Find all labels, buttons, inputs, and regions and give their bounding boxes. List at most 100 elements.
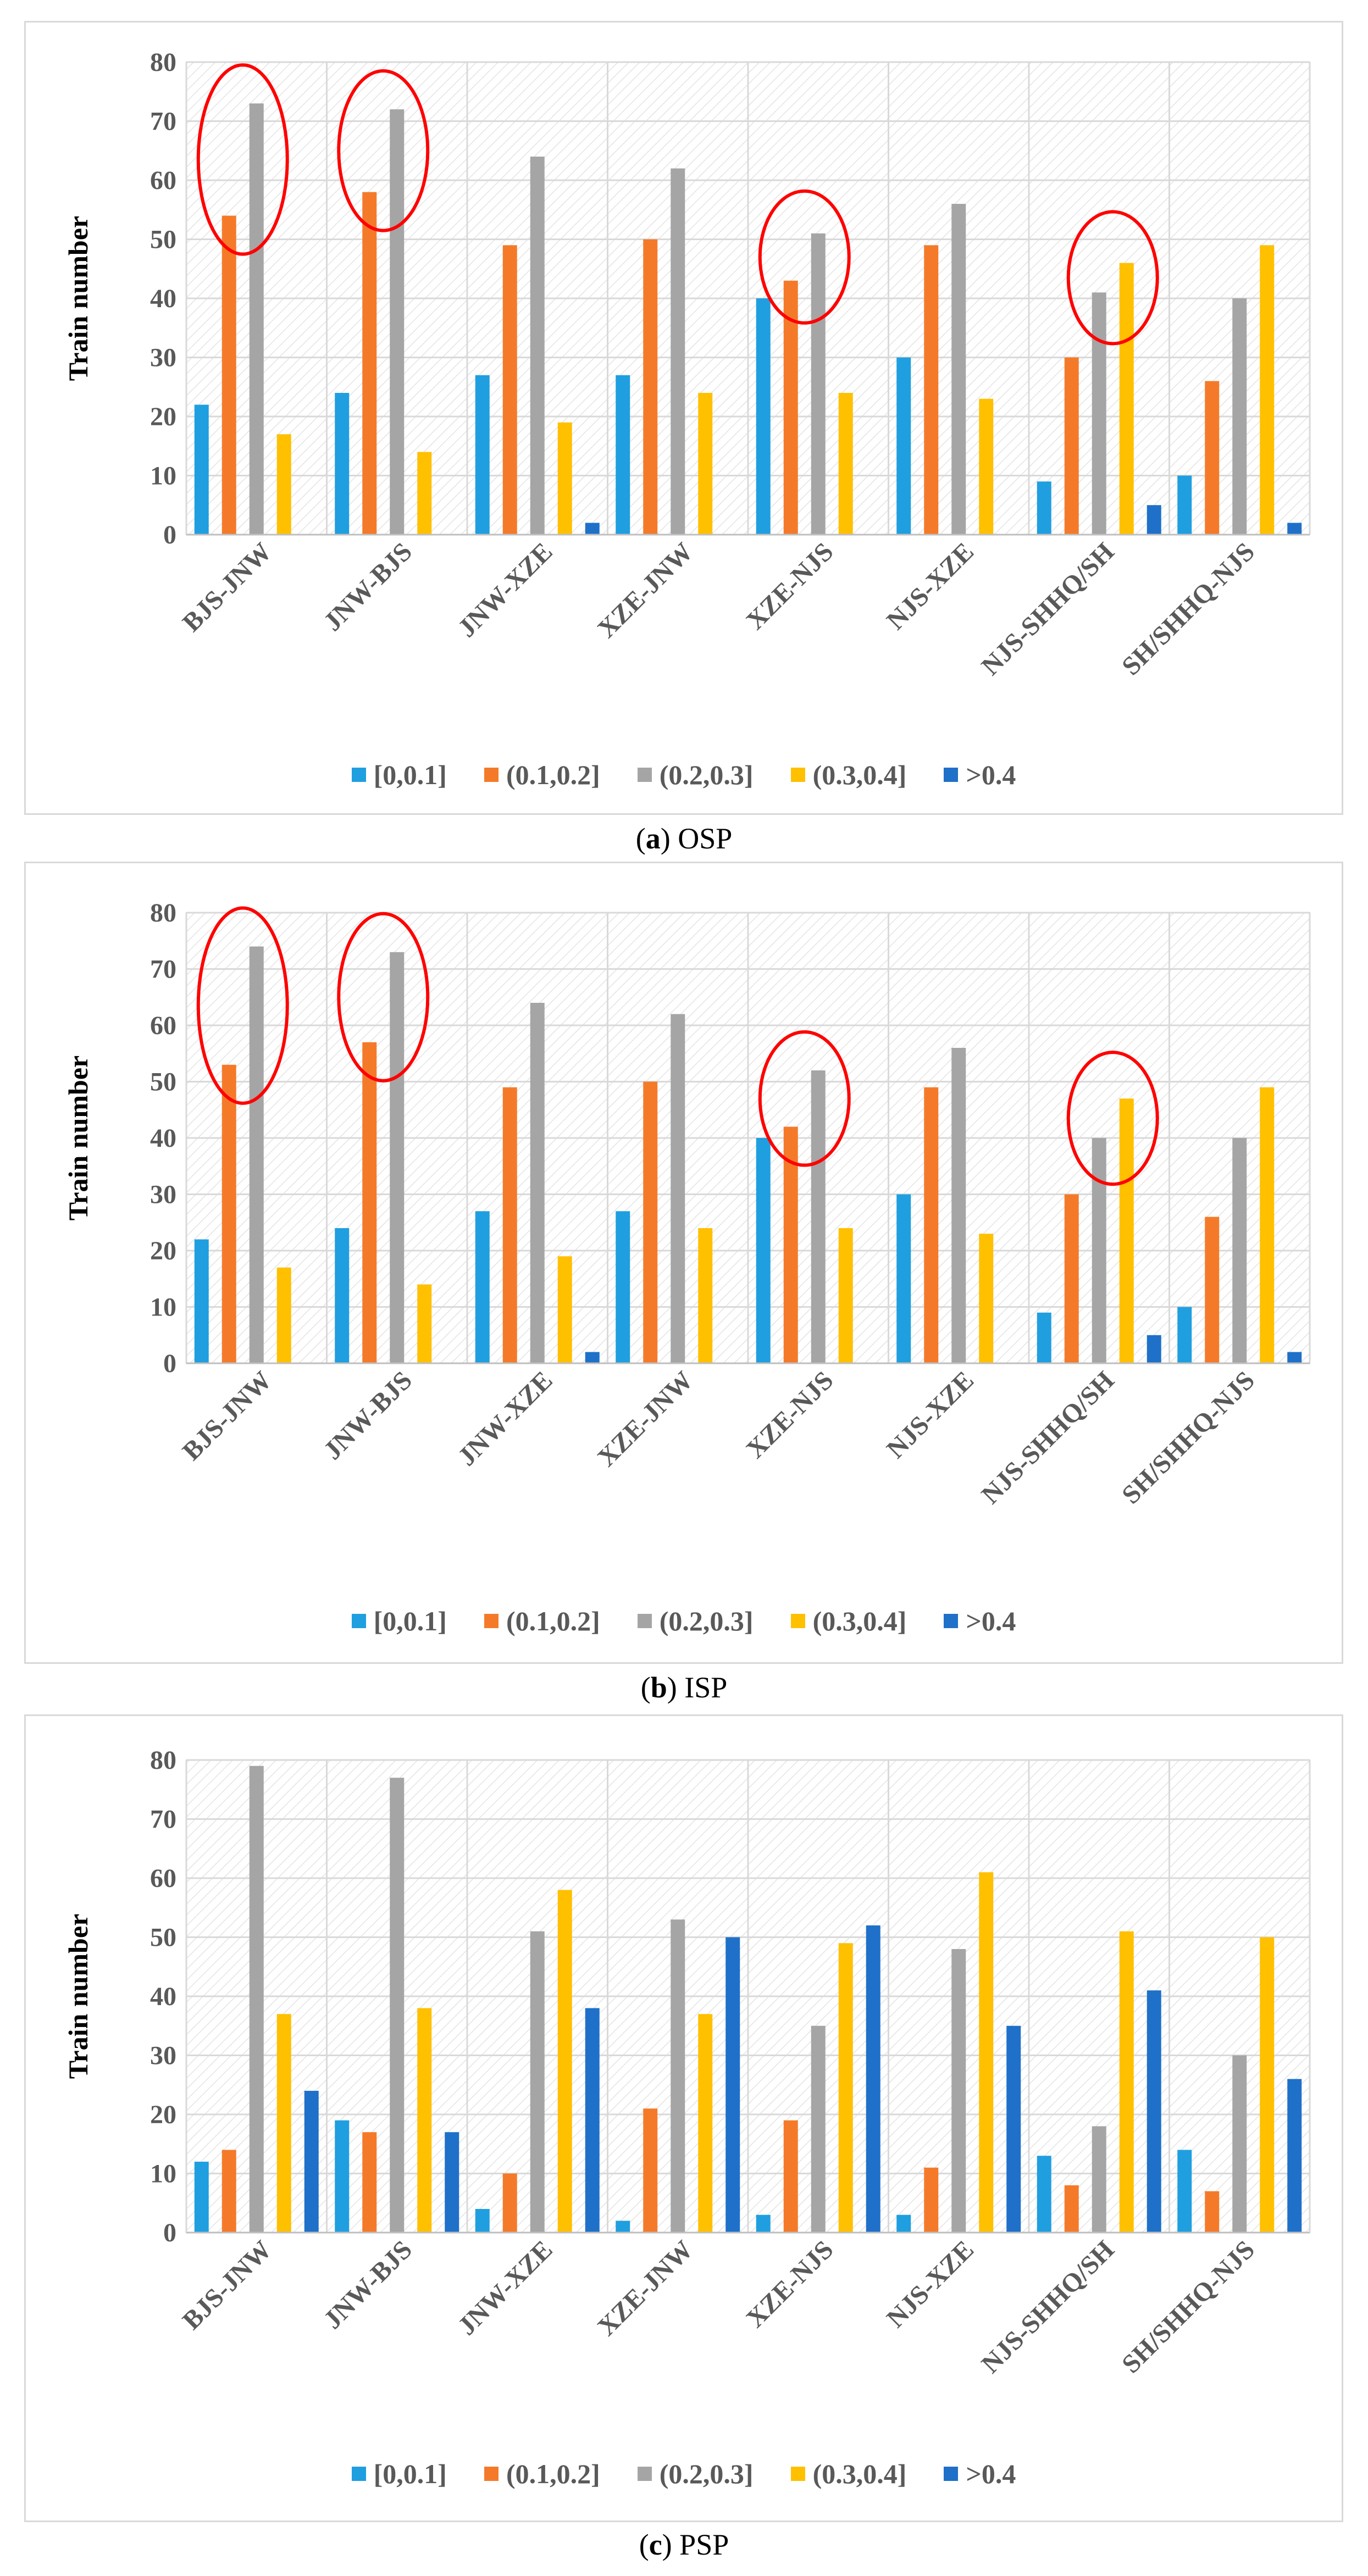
bar [390,109,405,535]
y-tick-label: 20 [150,1236,176,1265]
bar [1037,1312,1051,1363]
bar [502,2173,517,2233]
x-tick-label: XZE-NJS [741,1365,839,1464]
bar [698,1228,713,1363]
legend-label: (0.2,0.3] [659,1606,754,1636]
bar [979,398,994,535]
caption-letter: a [645,822,661,855]
x-tick-label: XZE-NJS [741,2235,839,2333]
bar [1232,1138,1247,1363]
bar [1287,523,1302,535]
legend-label: (0.1,0.2] [506,759,600,790]
bar [221,2150,236,2233]
chart-panel-osp: 0 10 20 30 40 50 60 70 80 Train number BJS-JNW JNW-… [24,21,1343,815]
bar [417,452,432,535]
legend-label: >0.4 [966,2458,1016,2489]
bar [838,393,853,535]
legend-item: (0.3,0.4] [790,1605,907,1637]
bar [811,233,826,535]
bar [756,1138,771,1363]
y-tick-label: 0 [163,520,176,549]
caption-name: ISP [684,1671,728,1704]
bar [194,1239,209,1363]
bar [616,2220,630,2233]
y-tick-label: 80 [150,48,176,77]
bar [445,2132,459,2233]
bar [616,1211,630,1363]
y-tick-label: 30 [150,343,176,373]
y-tick-label: 60 [150,1864,176,1893]
y-tick-label: 20 [150,402,176,431]
legend-swatch [944,1614,959,1628]
bar [896,1194,911,1363]
bar [475,375,490,535]
bar [362,192,377,535]
legend-label: [0,0.1] [373,1606,447,1636]
bar [417,2008,432,2233]
bar [1177,1307,1192,1363]
bar [1092,2126,1106,2233]
legend-label: (0.3,0.4] [812,1606,907,1636]
bar [838,1943,853,2233]
bar [951,204,966,535]
y-tick-label: 0 [163,2218,176,2247]
bar [1119,1098,1134,1363]
x-tick-label: XZE-JNW [592,537,699,643]
bar [924,2167,939,2233]
bar [276,2014,291,2233]
bar [557,1890,572,2233]
x-tick-label: SH/SHHQ-NJS [1116,2235,1260,2379]
bar [1177,2150,1192,2233]
legend-item: (0.2,0.3] [637,759,754,791]
x-tick-label: BJS-JNW [177,537,278,637]
y-tick-label: 60 [150,1011,176,1040]
bar [698,2014,713,2233]
bar [1147,1990,1161,2233]
bar [557,422,572,535]
y-tick-label: 50 [150,225,176,254]
caption-letter: b [650,1671,667,1704]
y-tick-label: 70 [150,107,176,136]
x-tick-label: SH/SHHQ-NJS [1116,537,1260,681]
legend-item: (0.3,0.4] [790,2458,906,2490]
bar [1287,2079,1302,2233]
bar [304,2091,319,2233]
bar [585,2008,600,2233]
bar [1119,263,1134,535]
legend-swatch [351,768,366,782]
legend-item: (0.1,0.2] [484,2458,600,2490]
caption-name: OSP [678,822,733,855]
bar [671,1919,685,2233]
bar [557,1256,572,1363]
legend-swatch [944,768,959,782]
legend-label: (0.3,0.4] [812,759,907,790]
bar [362,1042,377,1363]
bar [866,1925,880,2233]
bar [979,1872,994,2233]
legend-swatch [790,768,805,782]
y-axis-label: Train number [63,1914,93,2079]
bar [1287,1352,1302,1363]
bar [475,2209,490,2233]
legend-item: >0.4 [944,1605,1016,1637]
legend-swatch [484,768,499,782]
legend-item: (0.1,0.2] [484,759,600,791]
bar [249,1766,264,2233]
y-tick-label: 50 [150,1068,176,1097]
bar [838,1228,853,1363]
y-axis-label: Train number [63,1056,93,1221]
legend-item: [0,0.1] [351,759,447,791]
bar [783,2120,798,2233]
y-tick-label: 20 [150,2100,176,2129]
y-tick-label: 70 [150,955,176,984]
bar [530,1003,545,1363]
legend-item: [0,0.1] [351,1605,447,1637]
bar [1147,1335,1161,1363]
bar [1064,1194,1079,1363]
y-tick-label: 70 [150,1805,176,1834]
bar [249,103,264,535]
chart-panel-isp: 0 10 20 30 40 50 60 70 80 Train number BJS-JNW JNW-… [24,862,1343,1664]
bar [585,1352,600,1363]
legend-isp: [0,0.1] (0.1,0.2] (0.2,0.3] (0.3,0.4] >0… [26,1605,1342,1637]
legend-item: [0,0.1] [351,2458,447,2490]
